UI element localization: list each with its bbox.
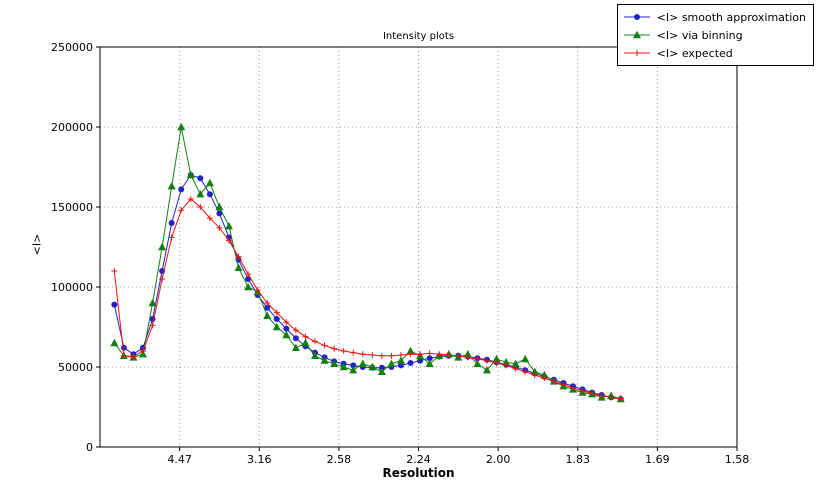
data-point	[197, 175, 204, 182]
data-point	[205, 178, 214, 187]
chart-title: Intensity plots	[382, 31, 455, 42]
data-point	[282, 330, 291, 339]
data-point	[215, 202, 224, 211]
legend-label: <I> expected	[656, 46, 733, 60]
data-point	[244, 282, 253, 291]
x-tick-label: 1.69	[645, 453, 670, 466]
data-point	[330, 359, 339, 367]
data-point	[463, 350, 472, 358]
data-point	[377, 367, 386, 375]
x-tick-label: 1.58	[725, 453, 750, 466]
data-point	[482, 366, 491, 374]
y-tick-label: 150000	[51, 201, 93, 214]
series-line	[113, 126, 621, 400]
data-point	[511, 359, 520, 367]
data-point	[178, 186, 185, 193]
x-tick-label: 2.24	[406, 453, 431, 466]
data-point	[224, 222, 233, 230]
data-point	[111, 301, 118, 308]
y-axis-label: <I>	[30, 233, 44, 256]
data-point	[339, 362, 348, 371]
data-point	[120, 344, 127, 351]
data-point	[387, 359, 396, 367]
x-axis-label: Resolution	[382, 466, 455, 480]
data-point	[158, 242, 167, 251]
data-point	[264, 304, 271, 311]
y-tick-label: 200000	[51, 121, 93, 134]
data-point	[426, 355, 433, 362]
data-point	[320, 356, 329, 364]
data-point	[358, 359, 367, 367]
legend-label: <I> smooth approximation	[656, 10, 806, 24]
x-tick-label: 2.00	[486, 453, 511, 466]
data-point	[502, 358, 511, 366]
data-point	[417, 357, 424, 364]
data-point	[177, 122, 186, 131]
data-point	[167, 182, 176, 190]
data-point	[206, 191, 213, 198]
series-line	[113, 198, 621, 400]
data-point	[492, 354, 501, 363]
data-point	[310, 351, 319, 359]
legend-item-expected: <I> expected	[622, 44, 806, 62]
data-point	[272, 322, 281, 331]
y-tick-label: 100000	[51, 281, 93, 294]
legend-item-smooth-approximation: <I> smooth approximation	[622, 8, 806, 26]
legend-label: <I> via binning	[656, 28, 743, 42]
data-point	[350, 362, 357, 369]
x-tick-label: 4.47	[167, 453, 192, 466]
x-tick-label: 1.83	[566, 453, 591, 466]
data-point	[292, 335, 299, 342]
data-point	[397, 362, 404, 369]
legend: <I> smooth approximation <I> via binning…	[616, 4, 814, 66]
circle-marker-icon	[623, 14, 650, 20]
data-point	[273, 316, 280, 322]
data-point	[521, 354, 530, 363]
y-tick-label: 50000	[58, 361, 93, 374]
series-triangle	[110, 122, 625, 403]
data-point	[196, 190, 205, 198]
axes-frame	[99, 46, 738, 448]
y-tick-label: 0	[86, 441, 93, 454]
data-point	[148, 298, 157, 307]
data-point	[263, 311, 272, 319]
data-point	[473, 359, 482, 367]
data-point	[540, 370, 549, 379]
triangle-marker-icon	[623, 30, 650, 39]
data-point	[633, 14, 640, 20]
data-point	[425, 359, 434, 367]
data-point	[216, 210, 223, 217]
data-point	[283, 325, 290, 332]
legend-item-via-binning: <I> via binning	[622, 26, 806, 44]
plus-marker-icon	[623, 50, 650, 56]
data-point	[168, 220, 175, 226]
data-point	[632, 30, 641, 39]
y-tick-label: 250000	[51, 41, 93, 54]
data-point	[291, 343, 300, 351]
x-tick-label: 2.58	[327, 453, 352, 466]
data-point	[349, 366, 358, 374]
data-point	[396, 356, 405, 364]
data-point	[110, 338, 119, 347]
series-plus	[111, 196, 624, 402]
data-point	[186, 170, 195, 179]
data-point	[301, 338, 310, 347]
data-point	[406, 346, 415, 355]
data-point	[234, 263, 243, 271]
x-tick-label: 3.16	[247, 453, 272, 466]
data-point	[368, 362, 377, 371]
data-point	[407, 360, 414, 366]
data-point	[530, 367, 539, 375]
